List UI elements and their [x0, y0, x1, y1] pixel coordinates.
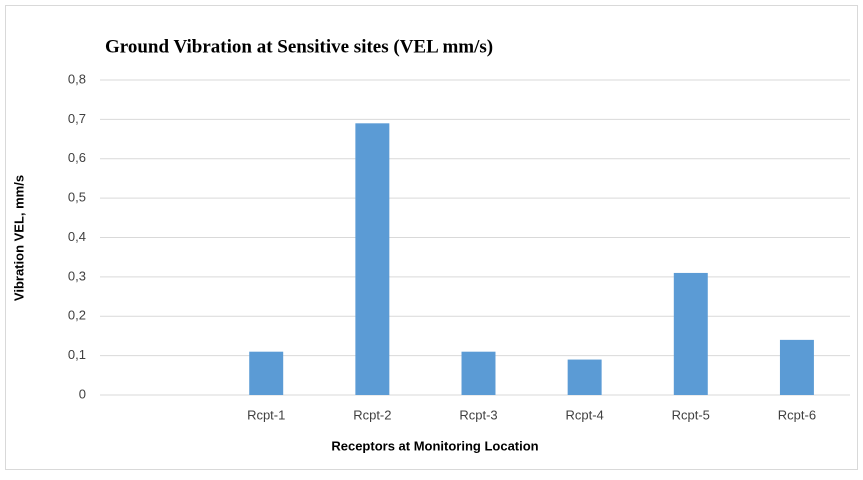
x-tick-label: Rcpt-6: [778, 407, 816, 422]
x-tick-label: Rcpt-4: [565, 407, 603, 422]
bar: [673, 272, 708, 395]
y-tick-label: 0,5: [68, 190, 86, 205]
y-tick-label: 0,3: [68, 268, 86, 283]
y-tick-label: 0,7: [68, 111, 86, 126]
x-tick-label: Rcpt-3: [459, 407, 497, 422]
x-tick-label: Rcpt-5: [672, 407, 710, 422]
bar: [567, 359, 602, 395]
x-tick-label: Rcpt-1: [247, 407, 285, 422]
y-tick-label: 0,2: [68, 308, 86, 323]
y-tick-label: 0: [79, 386, 86, 401]
x-tick-label: Rcpt-2: [353, 407, 391, 422]
bar: [249, 351, 284, 395]
y-tick-label: 0,4: [68, 229, 86, 244]
bar: [355, 123, 390, 395]
chart-title: Ground Vibration at Sensitive sites (VEL…: [105, 36, 493, 57]
x-axis-label: Receptors at Monitoring Location: [331, 438, 538, 453]
y-tick-label: 0,8: [68, 71, 86, 86]
bar: [779, 339, 814, 395]
y-axis-label: Vibration VEL, mm/s: [11, 175, 26, 301]
bar: [461, 351, 496, 395]
y-tick-label: 0,6: [68, 150, 86, 165]
y-tick-label: 0,1: [68, 347, 86, 362]
